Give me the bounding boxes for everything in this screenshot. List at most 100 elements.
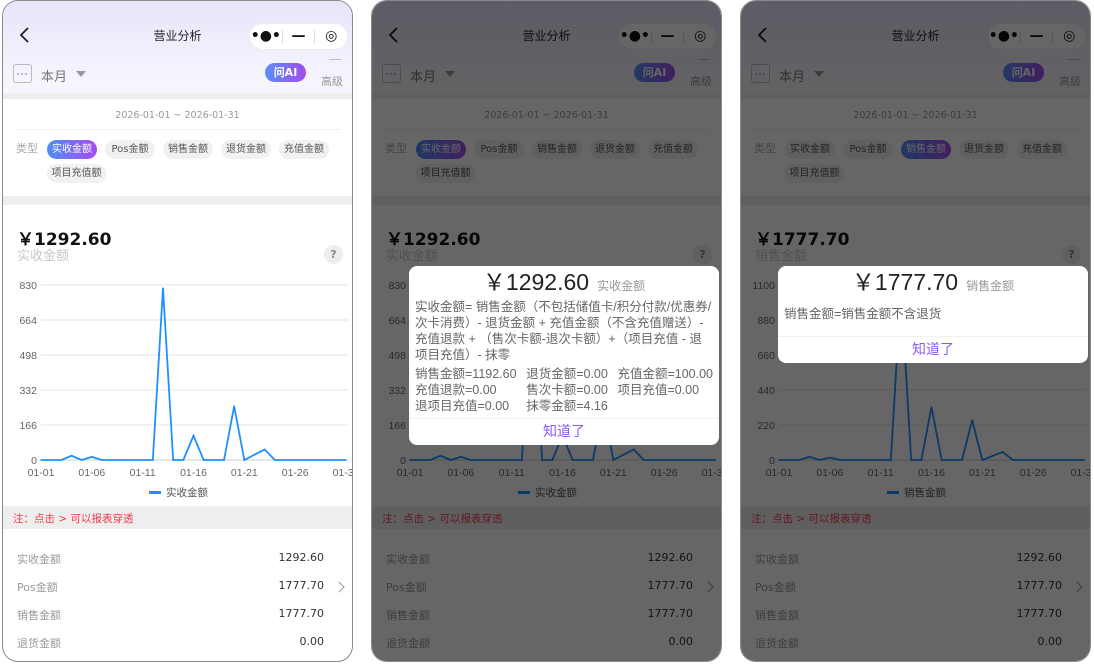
dialog-detail-line: 售次卡额=0.00 (526, 383, 608, 397)
data-point (172, 459, 174, 461)
legend-label: 实收金额 (166, 486, 208, 499)
x-tick-label: 01-06 (78, 467, 105, 479)
summary-row-value: 0.00 (299, 635, 325, 648)
summary-row-value: 1292.60 (278, 551, 325, 564)
data-point (263, 448, 266, 451)
type-chip[interactable]: 项目充值额 (47, 164, 106, 183)
type-label: 类型 (16, 142, 38, 155)
line-chart: 0 166 332 498 664 830 01-01 01-06 01-11 01-16 01-2… (3, 271, 353, 510)
data-point (233, 405, 235, 408)
data-point (91, 456, 93, 458)
help-question-icon[interactable]: ? (324, 245, 343, 264)
chevron-right-icon[interactable] (333, 581, 345, 593)
drilldown-note: 注：点击 > 可以报表穿透 (13, 513, 134, 525)
data-point (243, 459, 246, 461)
type-chip[interactable]: 实收金额 (47, 140, 97, 159)
dialog-detail-line: 退项目充值=0.00 (415, 399, 510, 413)
capsule-divider (314, 29, 316, 44)
data-point (335, 459, 337, 461)
summary-row-value: 1777.70 (278, 607, 325, 620)
advanced-filter-button[interactable]: 高级 (321, 75, 343, 88)
y-tick-label: 664 (19, 315, 37, 327)
data-point (111, 459, 113, 461)
data-point (141, 459, 144, 461)
dialog-formula: 实收金额= 销售金额（不包括储值卡/积分付款/优惠券/次卡消费）- 退货金额 +… (415, 300, 712, 362)
summary-row: 退货金额 0.00 (3, 631, 352, 655)
type-chip[interactable]: 充值金额 (279, 140, 329, 159)
summary-row-label: Pos金额 (17, 581, 58, 594)
x-tick-label: 01-11 (130, 467, 156, 479)
ask-ai-button[interactable]: 问AI (265, 63, 306, 82)
data-point (304, 459, 307, 461)
y-tick-label: 332 (19, 385, 37, 397)
date-range: 2026-01-01 ~ 2026-01-31 (115, 110, 240, 121)
x-tick-label: 01-31 (333, 467, 353, 479)
summary-row: 实收金额 1292.60 (3, 547, 352, 571)
got-it-button[interactable]: 知道了 (543, 424, 585, 440)
info-dialog: ￥1777.70 销售金额 销售金额=销售金额不含退货 知道了 (778, 266, 1088, 363)
y-tick-label: 830 (19, 280, 37, 292)
calendar-icon[interactable] (13, 64, 32, 83)
summary-row-value: 1777.70 (278, 579, 325, 592)
dialog-detail-line: 充值退款=0.00 (415, 383, 497, 397)
data-point (162, 287, 164, 289)
close-target-icon[interactable]: ◎ (325, 28, 338, 44)
data-point (314, 459, 317, 461)
miniprogram-capsule: •●• — ◎ (249, 23, 348, 50)
data-point (253, 453, 256, 456)
dialog-divider (409, 418, 719, 419)
data-point (121, 459, 124, 461)
type-chip[interactable]: 退货金额 (221, 140, 271, 159)
data-point (101, 459, 103, 461)
dialog-details: 销售金额=1192.60 退货金额=0.00 充值金额=100.00 充值退款=0.0… (415, 366, 713, 414)
dialog-detail-line: 销售金额=1192.60 (415, 367, 517, 381)
data-point (70, 454, 73, 457)
data-point (345, 459, 347, 461)
data-point (284, 459, 286, 461)
type-chip[interactable]: Pos金额 (105, 140, 155, 159)
data-point (294, 459, 296, 461)
more-icon[interactable]: •●• (250, 28, 281, 44)
total-amount: ￥1292.60 (17, 230, 112, 250)
amount-label: 实收金额 (17, 249, 70, 264)
data-point (80, 459, 83, 461)
dialog-amount-label: 销售金额 (966, 279, 1015, 293)
data-point (202, 459, 205, 461)
page-title: 营业分析 (153, 29, 202, 43)
info-dialog: ￥1292.60 实收金额实收金额= 销售金额（不包括储值卡/积分付款/优惠券/次… (409, 266, 719, 445)
x-tick-label: 01-21 (231, 467, 258, 479)
dialog-detail-line: 抹零金额=4.16 (526, 399, 608, 413)
type-chip[interactable]: 销售金额 (163, 140, 213, 159)
back-chevron-icon[interactable] (15, 25, 35, 45)
data-point (182, 459, 185, 461)
x-tick-label: 01-01 (28, 467, 55, 479)
y-tick-label: 166 (19, 420, 37, 432)
data-point (192, 434, 195, 437)
minimize-icon[interactable]: — (291, 28, 306, 44)
legend-swatch (149, 491, 161, 494)
data-point (50, 459, 52, 461)
got-it-button[interactable]: 知道了 (912, 342, 954, 358)
dialog-amount: ￥1292.60 (482, 269, 590, 295)
section-separator (3, 93, 352, 99)
dropdown-triangle-icon[interactable] (76, 71, 86, 77)
dialog-detail-line: 充值金额=100.00 (617, 367, 713, 381)
dialog-amount-label: 实收金额 (597, 279, 646, 293)
y-tick-label: 0 (31, 455, 37, 467)
period-select[interactable]: 本月 (41, 70, 68, 85)
data-point (131, 459, 134, 461)
data-point (60, 459, 63, 461)
data-point (324, 459, 327, 461)
dialog-header: ￥1292.60 实收金额 (415, 268, 713, 296)
dialog-amount: ￥1777.70 (851, 269, 959, 295)
chart-svg: 0 166 332 498 664 830 01-01 01-06 01-11 01-16 01-2… (19, 280, 353, 499)
data-point (40, 459, 42, 461)
data-point (152, 459, 154, 461)
summary-row[interactable]: Pos金额 1777.70 (3, 575, 352, 599)
note-band (3, 506, 352, 529)
summary-row-label: 实收金额 (17, 553, 61, 566)
data-point (274, 459, 276, 461)
dialog-detail-line: 项目充值=0.00 (617, 383, 700, 397)
